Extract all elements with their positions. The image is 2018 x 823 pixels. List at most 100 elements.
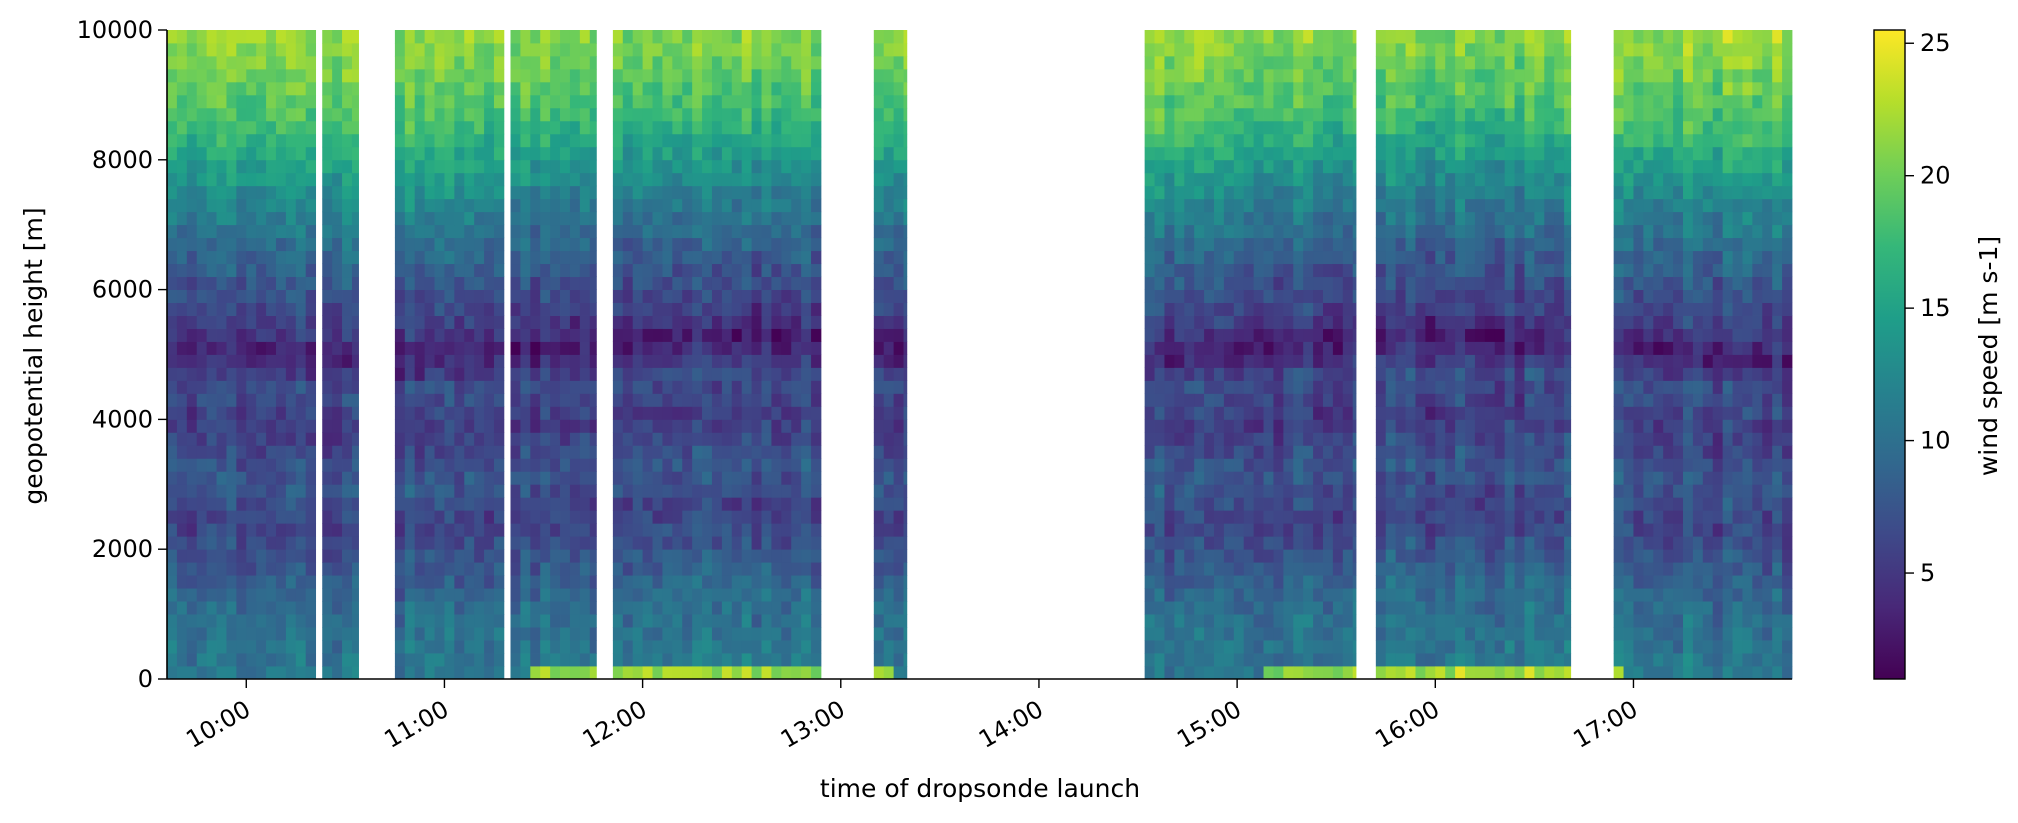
heatmap-cell: [560, 549, 571, 563]
heatmap-cell: [474, 562, 485, 576]
heatmap-cell: [642, 445, 653, 459]
heatmap-cell: [464, 211, 475, 226]
heatmap-cell: [1504, 406, 1515, 420]
heatmap-cell: [322, 276, 333, 290]
heatmap-cell: [771, 237, 782, 252]
heatmap-cell: [811, 484, 822, 498]
heatmap-cell: [1154, 432, 1165, 446]
heatmap-cell: [1352, 406, 1357, 420]
heatmap-cell: [1303, 458, 1314, 472]
heatmap-cell: [1445, 263, 1456, 278]
heatmap-cell: [771, 445, 782, 459]
heatmap-cell: [510, 328, 521, 342]
heatmap-cell: [1405, 302, 1416, 316]
heatmap-cell: [414, 94, 426, 109]
heatmap-cell: [751, 146, 762, 161]
heatmap-cell: [256, 302, 267, 316]
heatmap-cell: [1283, 367, 1294, 381]
heatmap-cell: [295, 237, 307, 252]
heatmap-cell: [893, 68, 904, 83]
heatmap-cell: [642, 549, 653, 563]
heatmap-cell: [1184, 250, 1195, 265]
heatmap-cell: [632, 627, 644, 641]
heatmap-cell: [176, 302, 188, 316]
heatmap-cell: [1303, 68, 1314, 83]
heatmap-cell: [1184, 367, 1195, 381]
heatmap-cell: [791, 484, 802, 498]
heatmap-cell: [1253, 341, 1264, 355]
heatmap-cell: [342, 172, 353, 187]
heatmap-cell: [322, 653, 333, 667]
heatmap-cell: [484, 250, 495, 265]
heatmap-cell: [781, 302, 792, 316]
heatmap-cell: [1474, 588, 1486, 602]
heatmap-cell: [642, 146, 653, 161]
heatmap-cell: [226, 120, 237, 135]
heatmap-cell: [761, 120, 772, 135]
heatmap-cell: [761, 614, 772, 628]
heatmap-cell: [1184, 510, 1195, 524]
heatmap-cell: [474, 497, 485, 511]
heatmap-cell: [751, 588, 762, 602]
heatmap-cell: [404, 289, 416, 303]
heatmap-cell: [741, 55, 753, 70]
heatmap-cell: [484, 159, 495, 174]
heatmap-cell: [702, 94, 713, 109]
heatmap-cell: [540, 276, 551, 290]
heatmap-cell: [1484, 484, 1496, 498]
heatmap-cell: [540, 523, 551, 537]
heatmap-cell: [1243, 42, 1255, 57]
heatmap-cell: [332, 276, 343, 290]
heatmap-cell: [236, 211, 247, 226]
heatmap-cell: [414, 562, 426, 576]
heatmap-cell: [332, 341, 343, 355]
heatmap-cell: [454, 120, 465, 135]
heatmap-cell: [1313, 536, 1324, 550]
heatmap-cell: [1233, 315, 1245, 329]
heatmap-cell: [741, 107, 753, 122]
heatmap-cell: [771, 211, 782, 226]
heatmap-cell: [1303, 523, 1314, 537]
heatmap-cell: [332, 354, 343, 368]
heatmap-cell: [322, 250, 333, 265]
heatmap-cell: [510, 120, 521, 135]
heatmap-cell: [672, 211, 683, 226]
heatmap-cell: [1425, 458, 1436, 472]
heatmap-cell: [1204, 523, 1215, 537]
heatmap-cell: [1273, 185, 1284, 200]
heatmap-cell: [781, 30, 792, 44]
heatmap-cell: [1342, 510, 1354, 524]
heatmap-cell: [1484, 341, 1496, 355]
heatmap-cell: [741, 510, 753, 524]
heatmap-cell: [464, 497, 475, 511]
heatmap-cell: [642, 276, 653, 290]
heatmap-cell: [404, 146, 416, 161]
heatmap-cell: [1425, 237, 1436, 252]
heatmap-cell: [266, 250, 277, 265]
heatmap-cell: [801, 276, 812, 290]
heatmap-cell: [1494, 159, 1506, 174]
heatmap-cell: [672, 380, 683, 394]
heatmap-cell: [550, 601, 561, 615]
heatmap-cell: [1263, 627, 1274, 641]
heatmap-cell: [589, 536, 597, 550]
heatmap-cell: [560, 68, 571, 83]
heatmap-cell: [1263, 172, 1274, 187]
heatmap-cell: [1144, 458, 1155, 472]
heatmap-cell: [662, 601, 673, 615]
heatmap-cell: [771, 81, 782, 96]
heatmap-cell: [1214, 185, 1225, 200]
heatmap-cell: [771, 575, 782, 589]
heatmap-cell: [662, 393, 673, 407]
heatmap-cell: [246, 328, 257, 342]
heatmap-cell: [771, 484, 782, 498]
heatmap-cell: [550, 432, 561, 446]
heatmap-cell: [474, 458, 485, 472]
heatmap-cell: [652, 523, 663, 537]
heatmap-cell: [721, 341, 733, 355]
heatmap-cell: [493, 315, 505, 329]
heatmap-cell: [1184, 393, 1195, 407]
heatmap-cell: [771, 30, 782, 44]
heatmap-cell: [741, 146, 753, 161]
heatmap-cell: [873, 653, 885, 667]
